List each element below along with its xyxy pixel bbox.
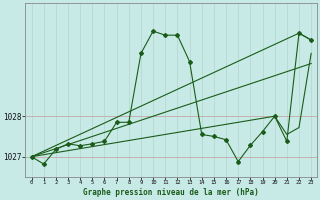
X-axis label: Graphe pression niveau de la mer (hPa): Graphe pression niveau de la mer (hPa) [84,188,259,197]
